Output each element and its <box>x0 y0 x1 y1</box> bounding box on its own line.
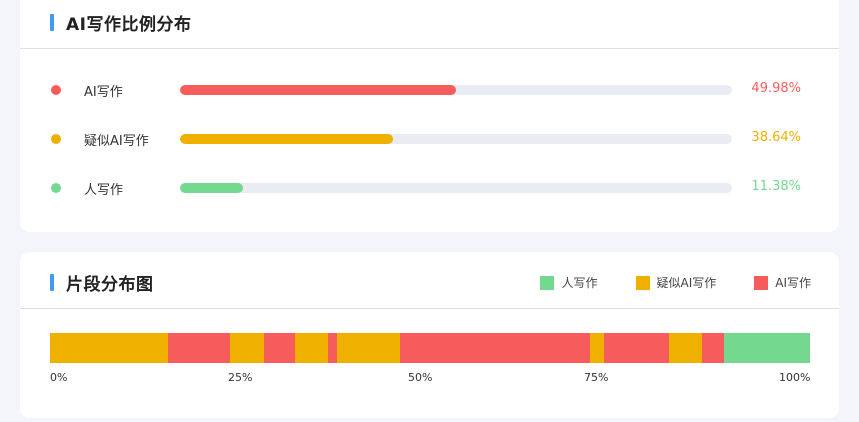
ai-ratio-card: AI写作比例分布 AI写作 49.98% 疑似AI写作 38.64% 人写作 1… <box>20 0 839 232</box>
ratio-progress-fill <box>180 134 394 144</box>
ratio-progress-track <box>180 183 732 193</box>
title-accent-bar <box>50 13 54 31</box>
ratio-percent: 11.38% <box>751 179 801 194</box>
ratio-row-suspected: 疑似AI写作 38.64% <box>20 129 839 149</box>
ratio-progress-fill <box>180 183 243 193</box>
legend-item-suspected: 疑似AI写作 <box>635 274 717 291</box>
legend-label: 疑似AI写作 <box>656 276 717 290</box>
title-accent-bar <box>50 273 54 291</box>
axis-tick-0: 0% <box>50 371 68 384</box>
axis-tick-50: 50% <box>408 371 433 384</box>
ai-ratio-title: AI写作比例分布 <box>66 14 192 35</box>
legend-label: AI写作 <box>775 276 811 290</box>
segment-ai <box>264 333 295 363</box>
segment-title: 片段分布图 <box>66 274 154 295</box>
ratio-row-label: 疑似AI写作 <box>84 134 149 149</box>
ratio-progress-track <box>180 134 732 144</box>
segment-suspected <box>337 333 401 363</box>
ratio-row-human: 人写作 11.38% <box>20 178 839 198</box>
axis-tick-100: 100% <box>779 371 811 384</box>
axis-tick-75: 75% <box>584 371 609 384</box>
segment-header: 片段分布图 <box>50 270 154 295</box>
ai-ratio-divider <box>20 48 839 49</box>
segment-suspected <box>50 333 168 363</box>
human-dot-icon <box>51 183 61 193</box>
segment-suspected <box>589 333 605 363</box>
segment-ai <box>328 333 338 363</box>
legend-item-human: 人写作 <box>540 274 598 291</box>
ratio-progress-track <box>180 85 732 95</box>
segment-distribution-card: 片段分布图 人写作 疑似AI写作 AI写作 0% 25% 50% 75% 100… <box>20 252 839 418</box>
ai-dot-icon <box>51 85 61 95</box>
ratio-row-label: AI写作 <box>84 85 123 100</box>
ai-ratio-header: AI写作比例分布 <box>50 10 192 35</box>
segment-suspected <box>230 333 265 363</box>
ratio-percent: 38.64% <box>751 130 801 145</box>
legend-swatch <box>754 275 769 290</box>
segment-divider <box>20 308 839 309</box>
segment-distribution-bar <box>50 333 810 363</box>
segment-legend: 人写作 疑似AI写作 AI写作 <box>502 274 811 291</box>
segment-suspected <box>294 333 329 363</box>
legend-swatch <box>635 275 650 290</box>
ratio-row-label: 人写作 <box>84 183 124 198</box>
segment-ai <box>167 333 231 363</box>
legend-swatch <box>540 275 555 290</box>
ratio-progress-fill <box>180 85 456 95</box>
ratio-percent: 49.98% <box>751 81 801 96</box>
legend-item-ai: AI写作 <box>754 274 811 291</box>
suspected-dot-icon <box>51 134 61 144</box>
segment-ai <box>604 333 669 363</box>
segment-ai <box>702 333 725 363</box>
segment-suspected <box>668 333 703 363</box>
legend-label: 人写作 <box>561 276 598 290</box>
segment-ai <box>400 333 590 363</box>
segment-human <box>724 333 810 363</box>
ratio-row-ai: AI写作 49.98% <box>20 80 839 100</box>
axis-tick-25: 25% <box>228 371 253 384</box>
